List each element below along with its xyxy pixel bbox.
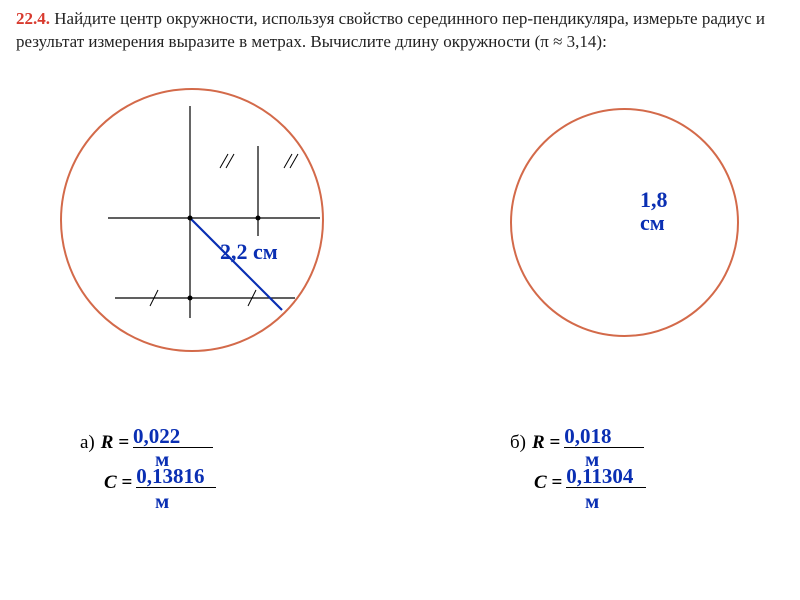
answer-a-R-value: 0,022	[133, 426, 180, 447]
answer-a-label: а)	[80, 432, 95, 454]
problem-text: Найдите центр окружности, используя свой…	[16, 9, 765, 51]
answer-b-R-value: 0,018	[564, 426, 611, 447]
circle-b	[510, 108, 739, 337]
radius-label-b-unit: см	[640, 210, 665, 235]
construction-a	[60, 88, 320, 348]
problem-number: 22.4.	[16, 9, 50, 28]
answer-a-C-unit: м	[155, 490, 169, 512]
answer-a: а) R = 0,022 C = 0,13816	[80, 428, 216, 500]
radius-label-b: 1,8 см	[640, 188, 668, 234]
answer-a-C-value: 0,13816	[136, 466, 204, 487]
answer-b-label: б)	[510, 432, 526, 454]
answer-a-R-unit: м	[155, 448, 169, 470]
answer-a-C-prefix: C =	[104, 472, 132, 494]
answer-b-R-unit: м	[585, 448, 599, 470]
answer-b-C-unit: м	[585, 490, 599, 512]
problem-statement: 22.4. Найдите центр окружности, использу…	[0, 0, 800, 58]
answer-b-R-prefix: R =	[532, 432, 560, 454]
answer-b: б) R = 0,018 C = 0,11304	[510, 428, 646, 500]
answer-a-R-prefix: R =	[101, 432, 129, 454]
radius-label-b-value: 1,8	[640, 187, 668, 212]
radius-label-a: 2,2 см	[220, 240, 278, 263]
answer-b-C-value: 0,11304	[566, 466, 633, 487]
answer-b-C-prefix: C =	[534, 472, 562, 494]
figure-area: 2,2 см 1,8 см	[0, 88, 800, 428]
